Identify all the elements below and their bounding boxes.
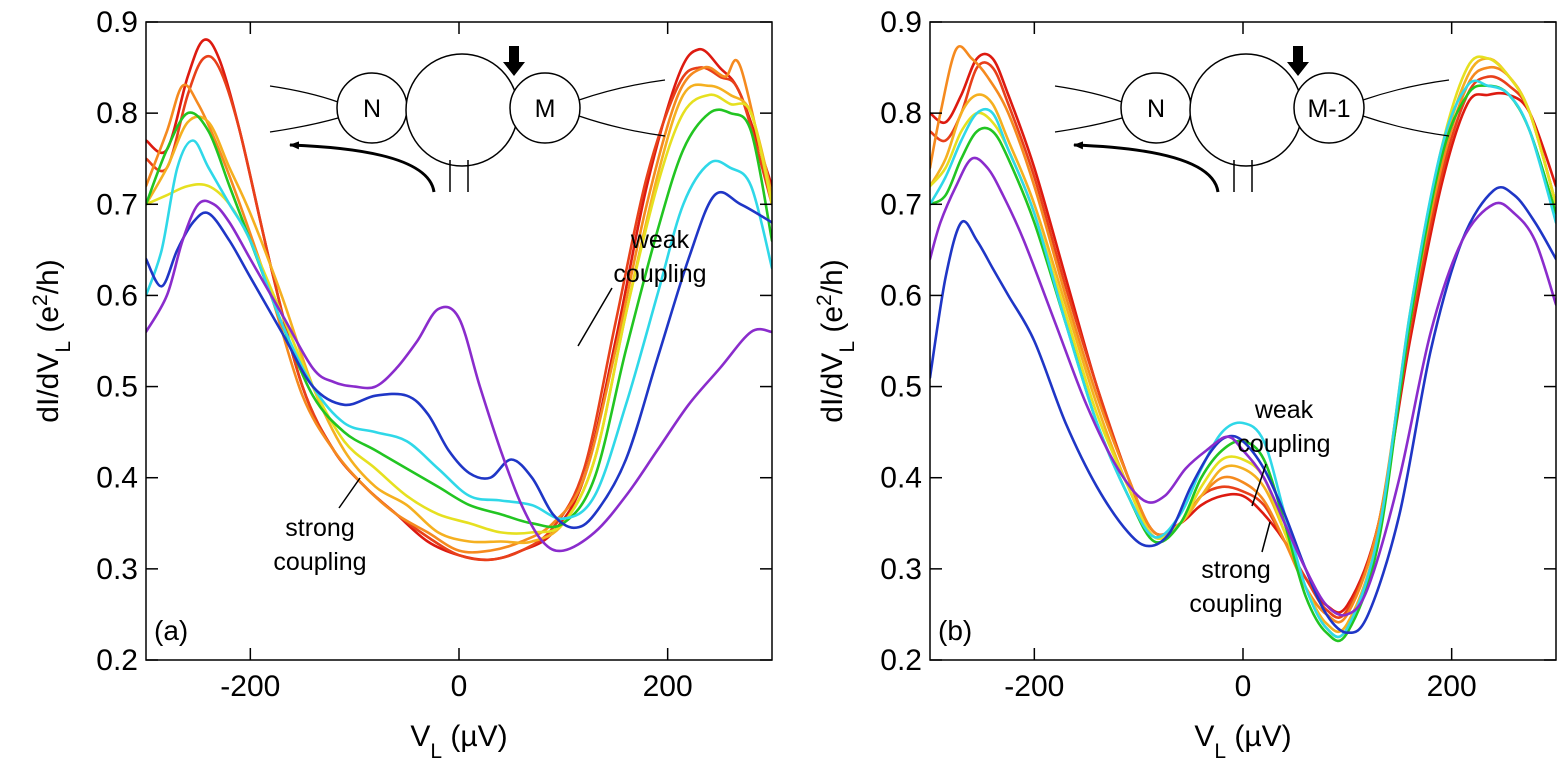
panel-a-series-6-line: [146, 108, 772, 529]
panel-b-ytick-label: 0.7: [880, 188, 922, 221]
panel-a-ticks: 0.2 0.3 0.4 0.5 0.6 0.7 0.8 0.9 -200 0 200: [96, 6, 772, 703]
dot-n-label: N: [363, 95, 381, 123]
panel-a-series-8-line: [146, 190, 772, 530]
panel-a-ytick-label: 0.6: [96, 279, 138, 312]
panel-a-ytick-label: 0.7: [96, 188, 138, 221]
current-arrow-icon: [289, 141, 436, 193]
panel-b-strong-annotation-line2: coupling: [1189, 590, 1282, 618]
panel-a-ytick-label: 0.3: [96, 553, 138, 586]
panel-a-series-4-line: [146, 83, 772, 545]
panel-a-strong-annotation-line2: coupling: [273, 548, 366, 576]
panel-a-curves: [146, 38, 772, 562]
panel-a-ytick-label: 0.9: [96, 6, 138, 39]
panel-a-label: (a): [154, 615, 188, 646]
coupling-arrow-icon: [503, 46, 525, 76]
panel-b-ytick-label: 0.5: [880, 371, 922, 404]
panel-b-strong-pointer: [1261, 521, 1271, 553]
panel-a: 0.2 0.3 0.4 0.5 0.6 0.7 0.8 0.9 -200 0 200 dI/dVL …: [29, 6, 773, 760]
panel-b-xtick-label: -200: [1004, 670, 1064, 703]
panel-b-ylabel: dI/dVL (e2/h): [813, 259, 859, 422]
panel-a-series-3-line: [146, 58, 772, 554]
panel-a-xtick-label: 0: [451, 670, 468, 703]
panel-b-xtick-label: 200: [1427, 670, 1477, 703]
dot-m-1-circle: [1293, 72, 1365, 144]
panel-a-weak-annotation-line2: coupling: [613, 260, 706, 288]
panel-a-weak-pointer: [577, 287, 613, 347]
panel-a-weak-annotation-line1: weak: [630, 226, 690, 254]
dot-m-1-label: M-1: [1307, 95, 1350, 123]
panel-a-strong-pointer: [338, 477, 361, 509]
panel-b-ytick-label: 0.2: [880, 644, 922, 677]
panel-b-xtick-label: 0: [1235, 670, 1252, 703]
panel-a-strong-annotation-line1: strong: [285, 514, 354, 542]
panel-b: 0.2 0.3 0.4 0.5 0.6 0.7 0.8 0.9 -200 0 200 dI/dVL …: [813, 6, 1557, 760]
coupling-arrow-icon: [1287, 46, 1309, 76]
panel-b-ytick-label: 0.6: [880, 279, 922, 312]
panel-b-xlabel: VL (µV): [1194, 720, 1291, 760]
panel-b-weak-annotation-line1: weak: [1254, 396, 1314, 424]
panel-b-ytick-label: 0.9: [880, 6, 922, 39]
panel-a-series-7-line: [146, 139, 772, 521]
lead-bottom-right: [1362, 115, 1450, 137]
panel-b-strong-annotation-line1: strong: [1201, 556, 1270, 584]
lead-top-right: [578, 79, 666, 101]
lead-top-left: [1054, 85, 1123, 103]
panel-b-curves: [930, 44, 1556, 643]
panel-b-inset-schematic: N M-1: [1054, 46, 1450, 193]
panel-b-series-7-line: [930, 79, 1556, 639]
current-arrow-icon: [1073, 141, 1220, 193]
panel-b-series-1-line: [930, 52, 1556, 614]
panel-b-ytick-label: 0.3: [880, 553, 922, 586]
panel-a-series-2-line: [146, 54, 772, 562]
panel-b-ticks: 0.2 0.3 0.4 0.5 0.6 0.7 0.8 0.9 -200 0 200: [880, 6, 1556, 703]
central-dot-circle: [405, 53, 519, 167]
panel-a-ytick-label: 0.2: [96, 644, 138, 677]
panel-a-series-9-line: [146, 199, 772, 553]
panel-b-series-3-line: [930, 44, 1556, 624]
lead-top-left: [269, 85, 339, 103]
lead-bottom-left: [1054, 117, 1123, 133]
dot-n-label: N: [1147, 95, 1165, 123]
panel-a-xtick-label: 200: [643, 670, 693, 703]
lead-bottom-left: [269, 117, 339, 133]
panel-a-xlabel: VL (µV): [410, 720, 507, 760]
panel-b-weak-pointer: [1251, 463, 1267, 507]
panel-b-ytick-label: 0.8: [880, 97, 922, 130]
panel-a-ylabel: dI/dVL (e2/h): [29, 259, 75, 422]
panel-a-ytick-label: 0.4: [96, 462, 138, 495]
panel-a-ytick-label: 0.8: [96, 97, 138, 130]
panel-b-ytick-label: 0.4: [880, 462, 922, 495]
panel-a-inset-schematic: N M: [269, 46, 666, 193]
dot-m-circle: [509, 72, 581, 144]
panel-b-series-9-line: [930, 156, 1556, 617]
panel-b-series-2-line: [930, 61, 1556, 619]
panel-a-xtick-label: -200: [220, 670, 280, 703]
lead-bottom-right: [578, 115, 666, 137]
lead-top-right: [1362, 79, 1450, 101]
panel-a-ytick-label: 0.5: [96, 371, 138, 404]
dot-m-label: M: [535, 95, 556, 123]
panel-b-weak-annotation-line2: coupling: [1237, 430, 1330, 458]
panel-b-label: (b): [938, 615, 972, 646]
central-dot-circle: [1189, 53, 1303, 167]
